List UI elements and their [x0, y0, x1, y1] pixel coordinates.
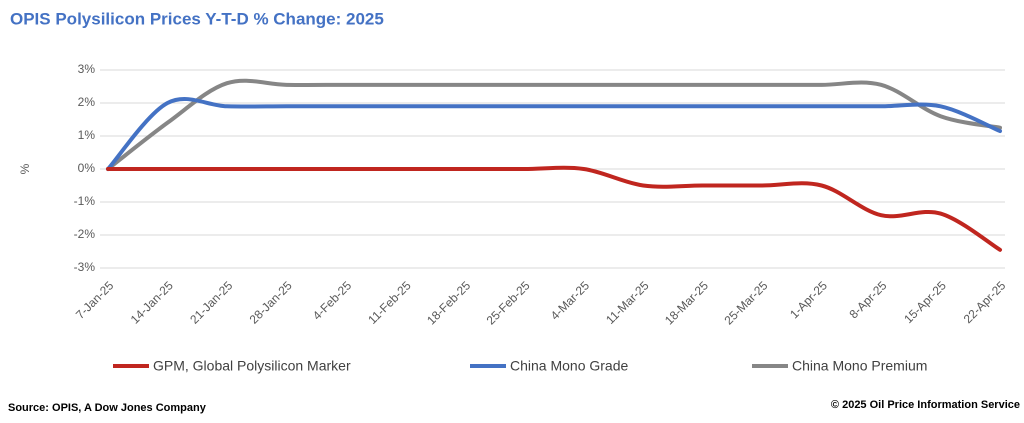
series-line — [106, 97, 1002, 171]
x-tick-label: 1-Apr-25 — [787, 278, 830, 321]
series-line — [106, 165, 1002, 252]
x-tick-label: 21-Jan-25 — [187, 278, 235, 326]
x-tick-label: 18-Mar-25 — [662, 278, 711, 327]
legend-label: China Mono Premium — [792, 358, 927, 374]
y-axis-label: % — [18, 163, 32, 174]
y-tick-label: 0% — [78, 161, 96, 175]
y-tick-label: -2% — [74, 227, 96, 241]
legend-label: China Mono Grade — [510, 358, 629, 374]
source: Source: OPIS, A Dow Jones Company — [8, 402, 207, 414]
x-tick-label: 11-Feb-25 — [365, 278, 414, 327]
y-tick-label: 1% — [78, 128, 96, 142]
chart-title: OPIS Polysilicon Prices Y-T-D % Change: … — [10, 9, 384, 28]
x-tick-label: 22-Apr-25 — [961, 278, 1009, 326]
y-tick-label: 3% — [78, 62, 96, 76]
x-tick-label: 28-Jan-25 — [247, 278, 295, 326]
x-tick-label: 4-Mar-25 — [548, 278, 593, 323]
x-tick-label: 7-Jan-25 — [73, 278, 117, 322]
y-tick-label: -1% — [74, 194, 96, 208]
legend-label: GPM, Global Polysilicon Marker — [153, 358, 351, 374]
x-tick-label: 15-Apr-25 — [901, 278, 949, 326]
copyright: © 2025 Oil Price Information Service — [831, 399, 1020, 411]
x-tick-label: 25-Mar-25 — [721, 278, 770, 327]
y-tick-label: -3% — [74, 260, 96, 274]
x-tick-label: 25-Feb-25 — [484, 278, 533, 327]
series-line — [106, 78, 1002, 171]
y-tick-label: 2% — [78, 95, 96, 109]
x-tick-label: 14-Jan-25 — [128, 278, 176, 326]
x-tick-label: 4-Feb-25 — [310, 278, 355, 323]
x-tick-label: 18-Feb-25 — [424, 278, 473, 327]
x-tick-label: 11-Mar-25 — [603, 278, 652, 327]
x-tick-label: 8-Apr-25 — [847, 278, 890, 321]
